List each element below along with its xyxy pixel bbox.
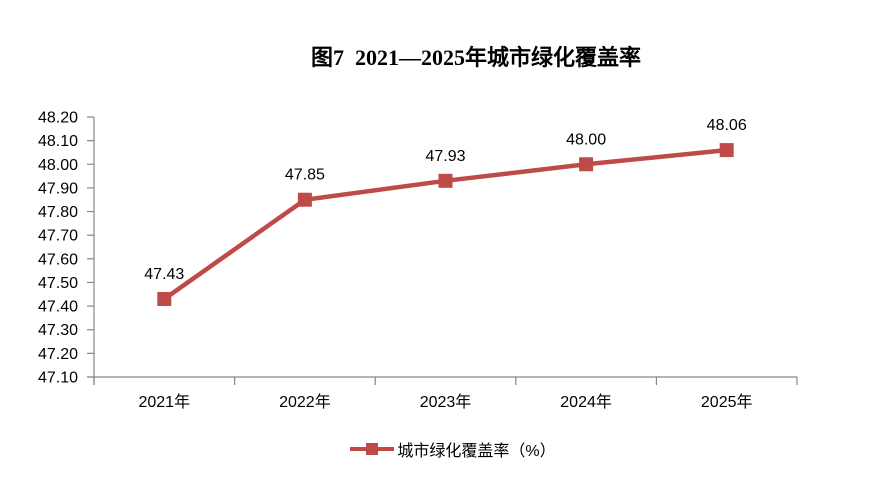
- y-axis-tick-label: 48.20: [38, 110, 78, 127]
- y-axis-tick-label: 47.60: [38, 251, 78, 268]
- x-axis-tick-label: 2025年: [701, 393, 753, 411]
- x-axis-tick-label: 2022年: [279, 393, 331, 411]
- y-axis-tick-label: 47.20: [38, 346, 78, 363]
- data-point-label: 47.85: [285, 167, 325, 184]
- y-axis-tick-label: 47.40: [38, 299, 78, 316]
- data-point-marker: [438, 173, 453, 188]
- y-axis-tick-label: 47.10: [38, 370, 78, 387]
- chart-title: 图7 2021—2025年城市绿化覆盖率: [310, 45, 641, 70]
- data-point-label: 47.93: [425, 148, 465, 165]
- y-axis-tick-label: 48.00: [38, 157, 78, 174]
- data-point-marker: [579, 157, 594, 172]
- data-point-label: 48.00: [566, 131, 606, 148]
- y-axis-tick-label: 47.90: [38, 180, 78, 197]
- y-axis-tick-label: 48.10: [38, 133, 78, 150]
- y-axis-tick-label: 47.70: [38, 228, 78, 245]
- legend-square-swatch: [366, 443, 379, 455]
- x-axis-tick-label: 2021年: [138, 393, 190, 411]
- x-axis-tick-label: 2023年: [420, 393, 472, 411]
- y-axis-tick-label: 47.30: [38, 322, 78, 339]
- data-point-label: 47.43: [144, 266, 184, 283]
- data-point-marker: [719, 143, 734, 158]
- y-axis-tick-label: 47.50: [38, 275, 78, 292]
- data-point-label: 48.06: [707, 117, 747, 134]
- y-axis-tick-label: 47.80: [38, 204, 78, 221]
- legend-marker-icon: [350, 443, 395, 456]
- legend: 城市绿化覆盖率（%）: [34, 437, 872, 461]
- data-point-marker: [157, 292, 172, 306]
- series-line: [163, 147, 727, 301]
- legend-label: 城市绿化覆盖率（%）: [397, 443, 556, 460]
- data-point-marker: [297, 192, 312, 207]
- x-axis-tick-label: 2024年: [560, 393, 612, 411]
